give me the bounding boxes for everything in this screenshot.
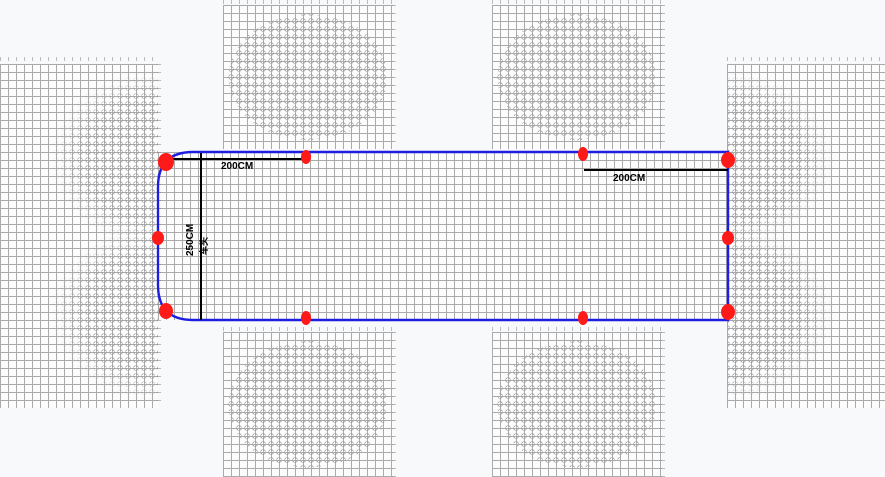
svg-text:200CM: 200CM (613, 173, 645, 184)
svg-text:车头: 车头 (198, 237, 209, 255)
svg-text:250CM: 250CM (185, 224, 196, 256)
svg-text:200CM: 200CM (221, 161, 253, 172)
